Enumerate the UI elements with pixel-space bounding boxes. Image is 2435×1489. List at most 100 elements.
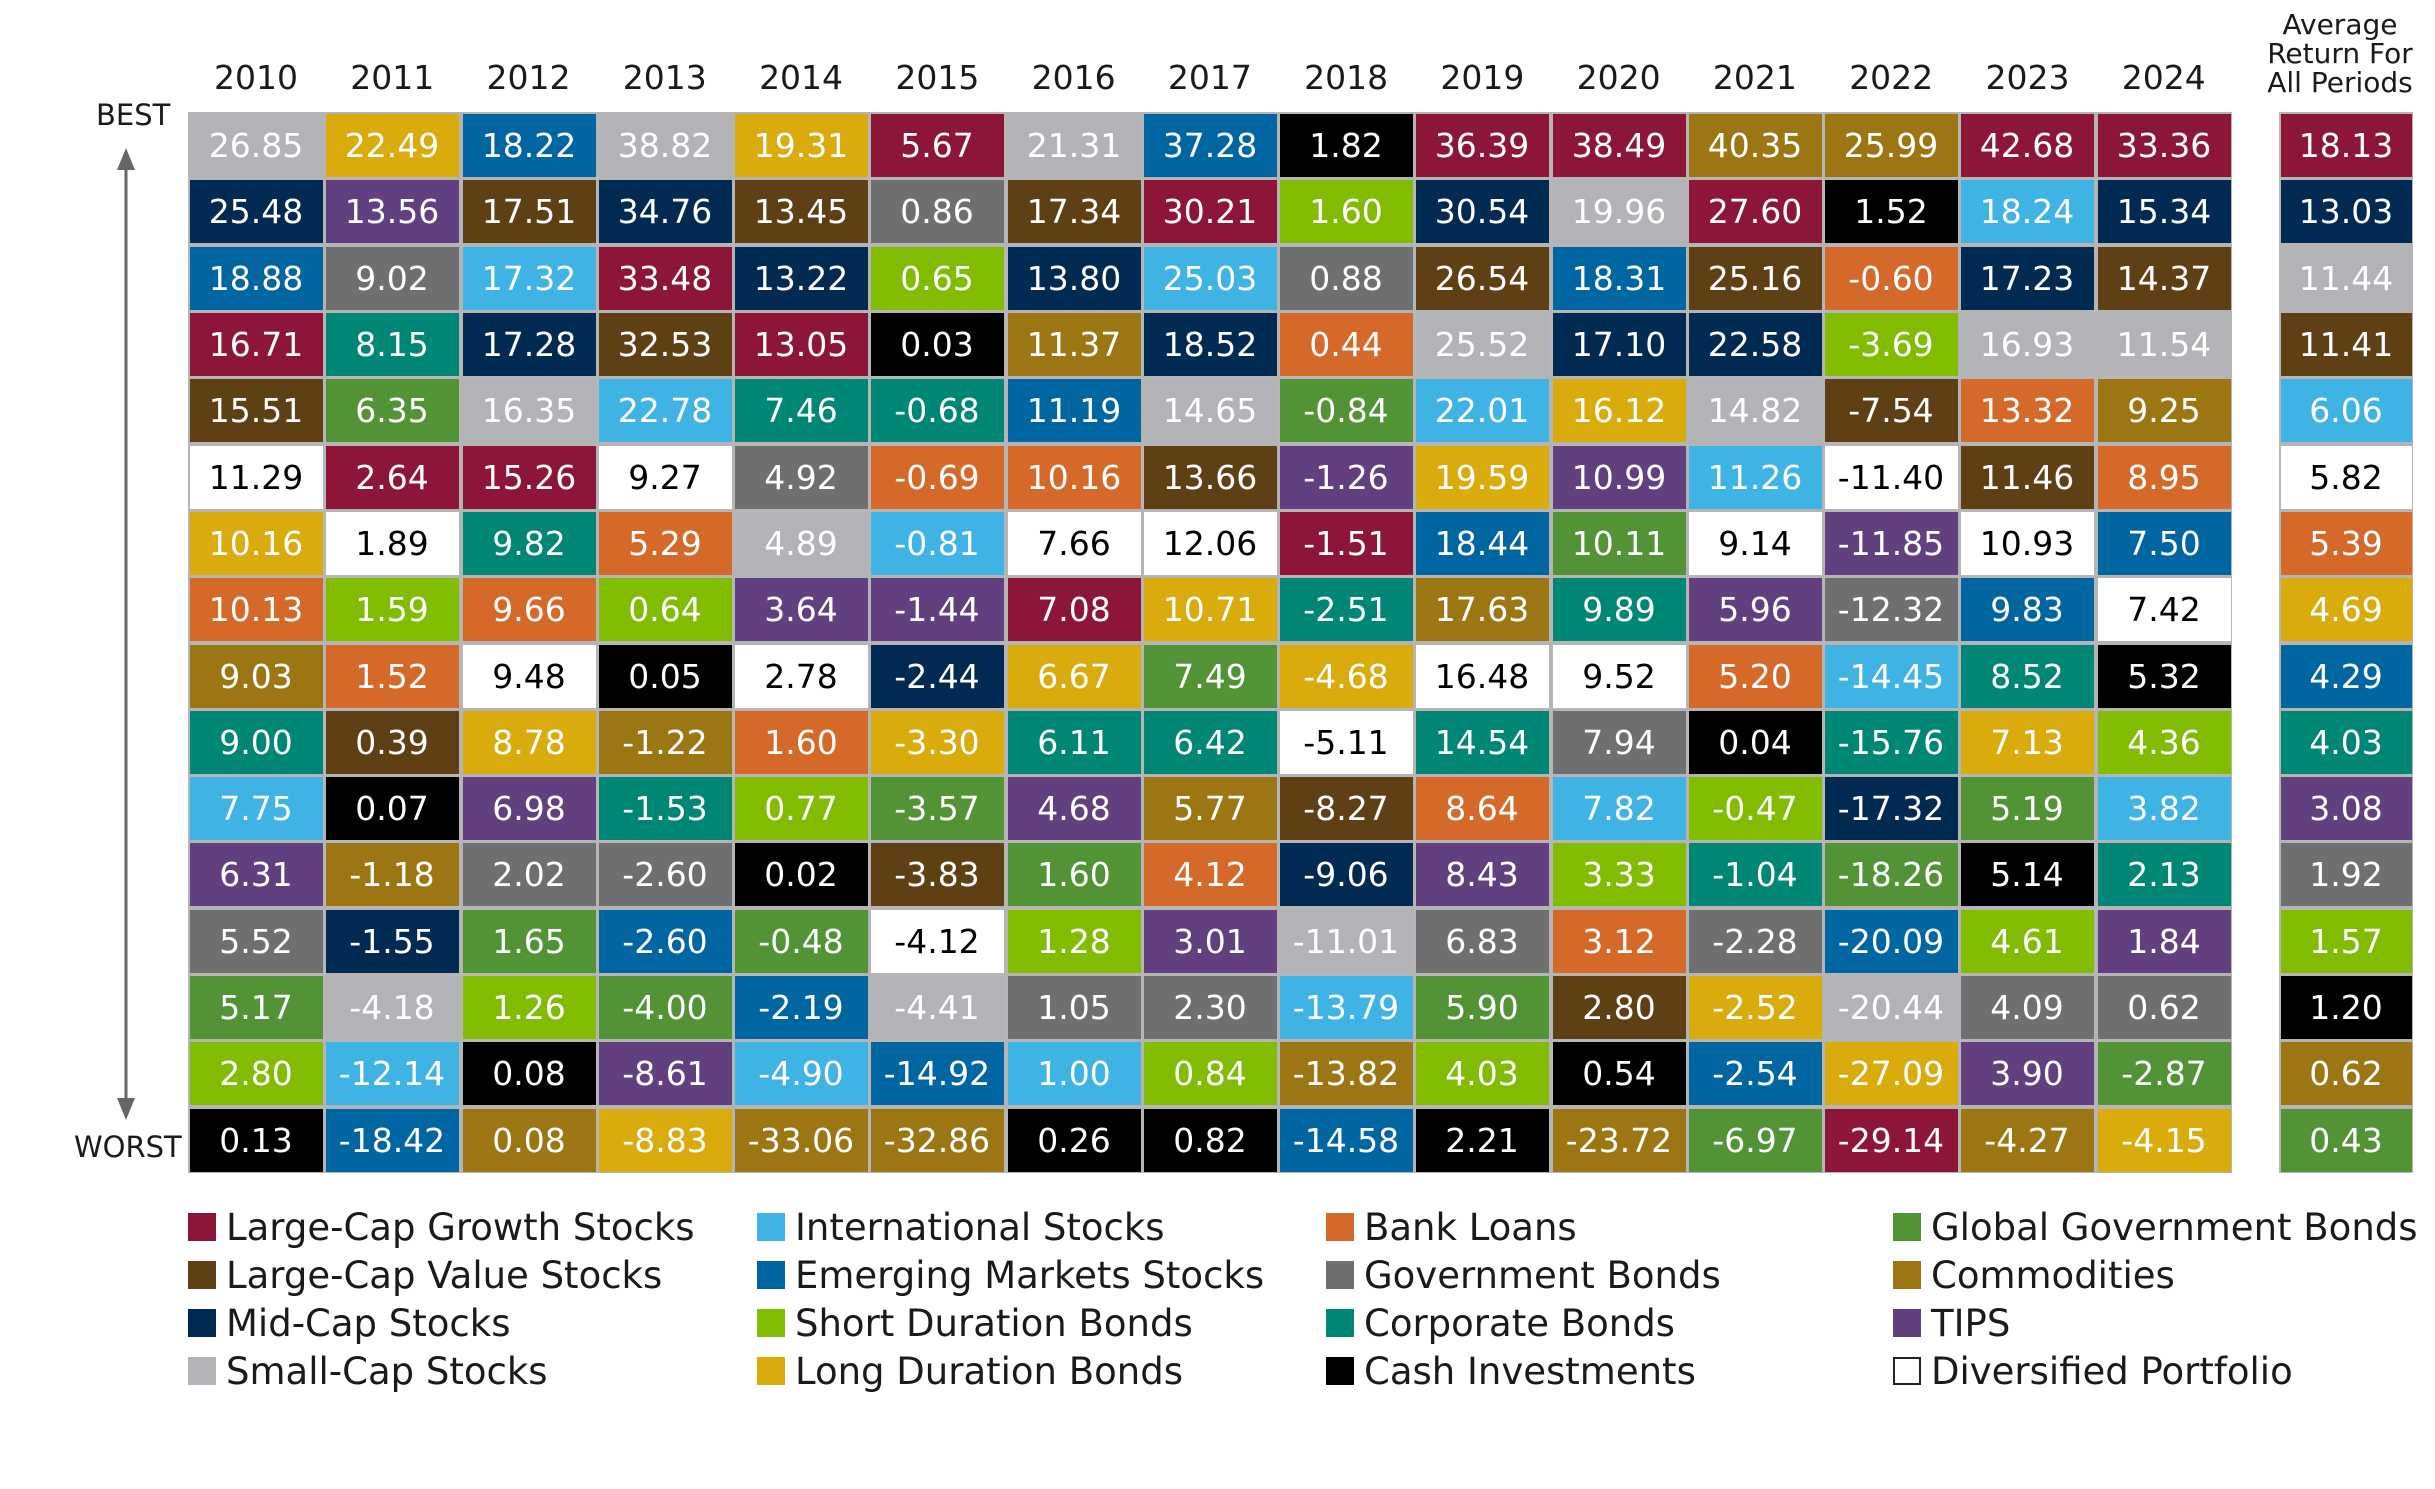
legend-label: Small-Cap Stocks (226, 1349, 548, 1393)
return-cell-dp: 7.66 (1007, 511, 1141, 575)
legend-swatch (757, 1261, 785, 1289)
return-cell-ldb: 22.49 (325, 113, 459, 177)
return-cell-cb: 8.15 (325, 312, 459, 376)
return-cell-bl: 10.13 (189, 577, 323, 641)
return-cell-lcv: 13.45 (734, 179, 868, 243)
legend-item-sc: Small-Cap Stocks (188, 1349, 548, 1393)
return-cell-ldb: 8.78 (462, 710, 596, 774)
return-cell-ca: 0.04 (1688, 710, 1822, 774)
year-header-2023: 2023 (1985, 58, 2070, 97)
return-cell-ti: 1.84 (2097, 909, 2231, 973)
return-cell-lcg: 42.68 (1960, 113, 2094, 177)
return-cell-mc: 15.34 (2097, 179, 2231, 243)
best-label: BEST (96, 98, 171, 132)
return-cell-em: -18.42 (325, 1108, 459, 1172)
average-header-line: All Periods (2267, 66, 2413, 99)
legend-swatch (1893, 1213, 1921, 1241)
return-cell-bl: 3.12 (1552, 909, 1686, 973)
return-cell-sd: 1.57 (2280, 909, 2412, 973)
return-cell-co: -4.27 (1960, 1108, 2094, 1172)
return-cell-em: -14.58 (1279, 1108, 1413, 1172)
return-cell-is: 1.00 (1007, 1041, 1141, 1105)
return-cell-lcv: -3.83 (870, 842, 1004, 906)
return-cell-lcg: 38.49 (1552, 113, 1686, 177)
average-header-line: Average (2282, 8, 2398, 41)
return-cell-ca: 0.26 (1007, 1108, 1141, 1172)
returns-grid: 26.85 25.48 18.88 16.71 15.51 11.29 10.16 10.13… (188, 112, 2232, 1173)
return-cell-dp: 16.48 (1415, 644, 1549, 708)
legend-label: Cash Investments (1364, 1349, 1696, 1393)
legend-swatch (188, 1309, 216, 1337)
year-header-2020: 2020 (1576, 58, 1661, 97)
return-cell-gg: 5.90 (1415, 975, 1549, 1039)
return-cell-dp: 9.48 (462, 644, 596, 708)
return-cell-gg: 10.11 (1552, 511, 1686, 575)
return-cell-sc: 16.93 (1960, 312, 2094, 376)
legend-label: Long Duration Bonds (795, 1349, 1183, 1393)
best-worst-arrow-icon (117, 148, 135, 1120)
return-cell-ti: -1.44 (870, 577, 1004, 641)
return-cell-dp: 12.06 (1143, 511, 1277, 575)
return-cell-co: -1.22 (598, 710, 732, 774)
return-cell-mc: 17.10 (1552, 312, 1686, 376)
return-cell-mc: 18.52 (1143, 312, 1277, 376)
return-cell-sc: 21.31 (1007, 113, 1141, 177)
legend-item-dp: Diversified Portfolio (1893, 1349, 2293, 1393)
return-cell-ldb: -8.83 (598, 1108, 732, 1172)
return-cell-ca: 0.82 (1143, 1108, 1277, 1172)
return-cell-ca: 0.54 (1552, 1041, 1686, 1105)
return-cell-co: -13.82 (1279, 1041, 1413, 1105)
legend-label: International Stocks (795, 1205, 1165, 1249)
return-cell-gg: -0.48 (734, 909, 868, 973)
return-cell-cb: -1.53 (598, 776, 732, 840)
return-cell-ldb: -27.09 (1824, 1041, 1958, 1105)
return-cell-ldb: -2.52 (1688, 975, 1822, 1039)
return-cell-ca: 0.03 (870, 312, 1004, 376)
return-cell-ldb: 16.12 (1552, 378, 1686, 442)
return-cell-ca: 5.32 (2097, 644, 2231, 708)
return-cell-sc: 26.85 (189, 113, 323, 177)
return-cell-lcg: 27.60 (1688, 179, 1822, 243)
year-header-2019: 2019 (1440, 58, 1525, 97)
return-cell-cb: 9.00 (189, 710, 323, 774)
return-cell-dp: 10.93 (1960, 511, 2094, 575)
return-cell-dp: 7.42 (2097, 577, 2231, 641)
legend-label: Large-Cap Growth Stocks (226, 1205, 695, 1249)
return-cell-dp: 5.82 (2280, 445, 2412, 509)
return-cell-ldb: 19.31 (734, 113, 868, 177)
return-cell-mc: 34.76 (598, 179, 732, 243)
return-cell-em: -20.09 (1824, 909, 1958, 973)
return-cell-bl: 8.64 (1415, 776, 1549, 840)
return-cell-bl: 1.52 (325, 644, 459, 708)
return-cell-lcg: 33.36 (2097, 113, 2231, 177)
return-cell-gg: -2.87 (2097, 1041, 2231, 1105)
return-cell-bl: 5.29 (598, 511, 732, 575)
return-cell-gb: 0.88 (1279, 246, 1413, 310)
return-cell-gb: -2.60 (598, 842, 732, 906)
return-cell-gg: 0.43 (2280, 1108, 2412, 1172)
return-cell-bl: 8.95 (2097, 445, 2231, 509)
return-cell-lcg: 18.13 (2280, 113, 2412, 177)
return-cell-gb: 4.92 (734, 445, 868, 509)
return-cell-is: 22.01 (1415, 378, 1549, 442)
return-cell-sd: 4.03 (1415, 1041, 1549, 1105)
return-cell-ti: 3.90 (1960, 1041, 2094, 1105)
return-cell-em: 18.44 (1415, 511, 1549, 575)
return-cell-bl: 13.32 (1960, 378, 2094, 442)
return-cell-mc: 13.22 (734, 246, 868, 310)
return-cell-mc: 17.28 (462, 312, 596, 376)
return-cell-em: 18.22 (462, 113, 596, 177)
return-cell-sd: 2.80 (189, 1041, 323, 1105)
return-cell-dp: -11.40 (1824, 445, 1958, 509)
legend-label: TIPS (1931, 1301, 2011, 1345)
return-cell-gg: 1.65 (462, 909, 596, 973)
return-cell-lcg: -1.51 (1279, 511, 1413, 575)
return-cell-mc: 13.80 (1007, 246, 1141, 310)
return-cell-lcv: 11.41 (2280, 312, 2412, 376)
return-cell-em: 18.88 (189, 246, 323, 310)
return-cell-gb: 2.02 (462, 842, 596, 906)
legend-swatch (757, 1357, 785, 1385)
return-cell-ti: 4.68 (1007, 776, 1141, 840)
return-cell-sd: 3.33 (1552, 842, 1686, 906)
return-cell-cb: -15.76 (1824, 710, 1958, 774)
